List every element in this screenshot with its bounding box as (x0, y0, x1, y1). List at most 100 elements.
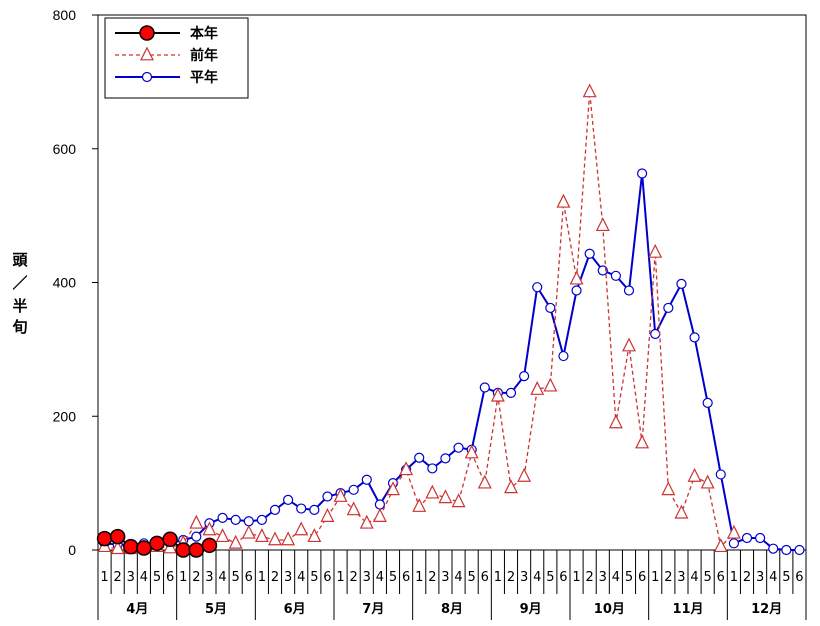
data-point (189, 514, 204, 529)
x-tick-label: 5 (153, 570, 161, 585)
x-tick-label: 2 (664, 570, 672, 585)
data-point (281, 531, 296, 546)
month-label: 8月 (441, 602, 463, 617)
data-point (637, 168, 648, 179)
x-tick-label: 1 (100, 570, 108, 585)
data-point (608, 414, 623, 429)
data-point (322, 491, 333, 502)
x-tick-label: 2 (586, 570, 594, 585)
data-point (361, 474, 372, 485)
data-point (571, 285, 582, 296)
data-point (595, 217, 610, 232)
data-point (123, 538, 139, 555)
data-point (623, 285, 635, 296)
data-point (175, 542, 191, 558)
x-tick-label: 2 (743, 570, 751, 585)
x-tick-label: 4 (376, 570, 384, 585)
plot-area (96, 83, 805, 558)
data-point (569, 270, 584, 285)
data-point (713, 538, 728, 553)
data-point (794, 544, 805, 556)
data-point (372, 508, 387, 522)
month-label: 4月 (126, 602, 148, 617)
data-point (663, 302, 674, 314)
x-tick-label: 3 (363, 570, 371, 585)
x-tick-label: 5 (625, 570, 633, 585)
legend-label: 本年 (190, 25, 218, 42)
data-point (781, 544, 792, 556)
data-point (650, 328, 661, 340)
x-tick-label: 4 (769, 570, 777, 585)
x-tick-label: 3 (284, 570, 292, 585)
y-tick-label: 800 (53, 7, 77, 23)
data-point (427, 463, 438, 474)
data-point (228, 534, 243, 549)
data-point (412, 497, 427, 512)
x-tick-label: 6 (638, 570, 646, 585)
data-point (256, 514, 267, 526)
data-point (505, 387, 517, 398)
y-tick-label: 0 (68, 542, 76, 558)
data-point (674, 504, 689, 519)
data-point (582, 83, 597, 98)
y-tick-label: 400 (53, 275, 77, 291)
data-point (296, 503, 307, 514)
x-tick-label: 3 (677, 570, 685, 585)
x-tick-label: 6 (481, 570, 489, 585)
x-tick-label: 5 (232, 570, 240, 585)
data-point (215, 528, 230, 543)
y-axis-label-char: ／ (12, 274, 27, 292)
x-tick-label: 5 (310, 570, 318, 585)
data-point (741, 532, 753, 544)
data-point (464, 444, 479, 459)
x-tick-label: 1 (572, 570, 580, 585)
data-point (453, 442, 464, 453)
x-tick-label: 6 (323, 570, 331, 585)
data-point (230, 514, 241, 526)
x-tick-label: 5 (546, 570, 554, 585)
series-line (104, 91, 735, 550)
data-point (307, 528, 322, 543)
data-point (700, 474, 715, 489)
x-tick-label: 2 (271, 570, 279, 585)
x-tick-label: 1 (336, 570, 344, 585)
data-point (268, 531, 282, 546)
data-point (438, 489, 453, 504)
data-point (109, 528, 126, 545)
data-point (425, 484, 440, 499)
series-2 (99, 168, 805, 556)
data-point (610, 270, 621, 281)
data-point (386, 481, 400, 496)
x-tick-label: 1 (730, 570, 738, 585)
data-point (269, 504, 281, 515)
data-point (504, 479, 518, 494)
data-point (149, 535, 165, 552)
data-point (687, 467, 702, 482)
data-point (755, 532, 766, 544)
data-point (320, 508, 335, 522)
y-axis-label-char: 旬 (11, 318, 27, 336)
x-tick-label: 3 (205, 570, 213, 585)
data-point (283, 494, 294, 505)
data-point (188, 542, 205, 558)
y-axis-ticks: 0 200 400 600 800 (53, 7, 98, 558)
x-tick-label: 2 (114, 570, 122, 585)
legend-label: 前年 (190, 47, 218, 64)
data-point (96, 530, 113, 547)
series-1 (97, 83, 741, 555)
data-point (519, 371, 530, 382)
data-point (359, 514, 374, 529)
data-point (141, 71, 153, 83)
data-point (348, 484, 359, 495)
data-point (584, 248, 595, 259)
data-point (451, 493, 466, 508)
data-point (477, 474, 492, 489)
y-tick-label: 600 (53, 141, 77, 157)
data-point (217, 512, 228, 524)
data-point (110, 540, 125, 555)
x-tick-label: 3 (520, 570, 528, 585)
data-point (254, 528, 269, 543)
